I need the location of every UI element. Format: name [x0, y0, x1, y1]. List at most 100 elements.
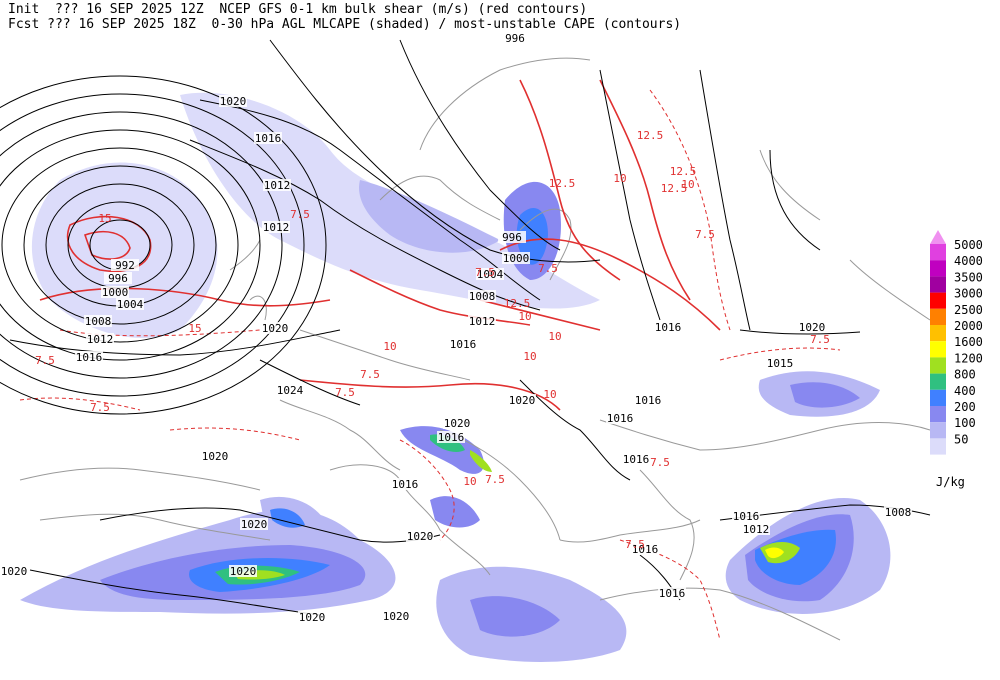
label-bg — [658, 587, 686, 599]
legend-swatch — [930, 276, 946, 293]
shear-label: 7.5 — [475, 266, 495, 279]
legend-label: 1200 — [954, 351, 983, 365]
shear-contour — [39, 287, 331, 307]
label-bg — [240, 518, 268, 530]
shear-contour — [349, 269, 531, 326]
contour-label: 1024 — [277, 384, 304, 397]
coastline — [279, 399, 401, 471]
label-bg — [84, 315, 112, 327]
label-bg — [86, 333, 114, 345]
cape-area — [470, 596, 560, 637]
contour-label: 1012 — [264, 179, 291, 192]
label-bg — [104, 272, 132, 284]
coastline — [559, 519, 701, 543]
label-bg — [111, 259, 139, 271]
contour-label: 1020 — [799, 321, 826, 334]
label-bg — [0, 565, 28, 577]
contour-line — [29, 569, 321, 616]
legend-label: 4000 — [954, 254, 983, 268]
legend-unit: J/kg — [936, 475, 965, 489]
shear-label: 10 — [681, 178, 694, 191]
label-bg — [391, 478, 419, 490]
coastline — [299, 329, 471, 381]
contour-line — [269, 39, 601, 263]
contour-line — [399, 39, 561, 251]
contour-line — [519, 379, 631, 481]
label-bg — [101, 286, 129, 298]
contour-label: 1000 — [503, 252, 530, 265]
label-bg — [622, 453, 650, 465]
label-bg — [502, 252, 530, 264]
shear-label: 7.5 — [335, 386, 355, 399]
shear-label: 10 — [383, 340, 396, 353]
shear-label: 12.5 — [670, 165, 697, 178]
label-bg — [468, 290, 496, 302]
shear-label: 7.5 — [625, 538, 645, 551]
contour-line — [23, 165, 217, 325]
shear-label: 15 — [188, 322, 201, 335]
contour-label: 992 — [115, 259, 135, 272]
shear-label: 10 — [518, 310, 531, 323]
coastline — [759, 149, 931, 321]
legend-swatch — [930, 373, 946, 390]
shear-contour — [599, 79, 691, 301]
contour-label: 1016 — [76, 351, 103, 364]
shear-label: 15 — [98, 212, 111, 225]
legend-label: 3500 — [954, 270, 983, 284]
shear-label: 7.5 — [90, 401, 110, 414]
coastline — [39, 513, 271, 541]
shear-label: 12.5 — [661, 182, 688, 195]
coastline — [379, 175, 501, 221]
contour-label: 1020 — [230, 565, 257, 578]
legend-swatch — [930, 438, 946, 455]
contour-label: 1020 — [444, 417, 471, 430]
contour-label: 1020 — [1, 565, 28, 578]
label-bg — [219, 95, 247, 107]
contour-label: 1020 — [202, 450, 229, 463]
shear-contour — [59, 329, 261, 337]
label-bg — [443, 417, 471, 429]
cape-area — [470, 450, 492, 472]
shear-label: 7.5 — [485, 473, 505, 486]
contour-label: 1004 — [117, 298, 144, 311]
coastline — [439, 429, 561, 541]
shear-label: 10 — [543, 388, 556, 401]
shear-label: 12.5 — [549, 177, 576, 190]
legend-swatch — [930, 260, 946, 277]
legend-label: 200 — [954, 400, 976, 414]
shear-label: 7.5 — [538, 262, 558, 275]
shear-label: 10 — [548, 330, 561, 343]
legend-label: 2000 — [954, 319, 983, 333]
contour-line — [1, 147, 239, 343]
legend-swatch — [930, 308, 946, 325]
label-bg — [468, 315, 496, 327]
cape-area — [270, 508, 305, 528]
contour-label: 1020 — [509, 394, 536, 407]
legend-swatch — [930, 406, 946, 423]
cape-contours — [0, 39, 931, 616]
label-bg — [229, 565, 257, 577]
contour-label: 1016 — [632, 543, 659, 556]
contour-line — [0, 111, 283, 379]
header-line: Fcst ??? 16 SEP 2025 18Z 0-30 hPa AGL ML… — [8, 17, 681, 32]
shear-label: 7.5 — [810, 333, 830, 346]
shear-label: 12.5 — [637, 129, 664, 142]
label-bg — [654, 321, 682, 333]
legend-label: 3000 — [954, 287, 983, 301]
contour-label: 1016 — [655, 321, 682, 334]
contour-label: 996 — [505, 32, 525, 45]
label-bg — [498, 231, 526, 243]
contour-line — [769, 149, 821, 251]
cape-area — [516, 207, 548, 265]
label-bg — [449, 338, 477, 350]
label-bg — [261, 322, 289, 334]
contour-label: 1020 — [383, 610, 410, 623]
coastline — [19, 467, 261, 491]
legend-swatch — [930, 292, 946, 309]
legend-label: 800 — [954, 368, 976, 382]
label-bg — [742, 523, 770, 535]
legend-swatch — [930, 325, 946, 342]
label-bg — [298, 611, 326, 623]
